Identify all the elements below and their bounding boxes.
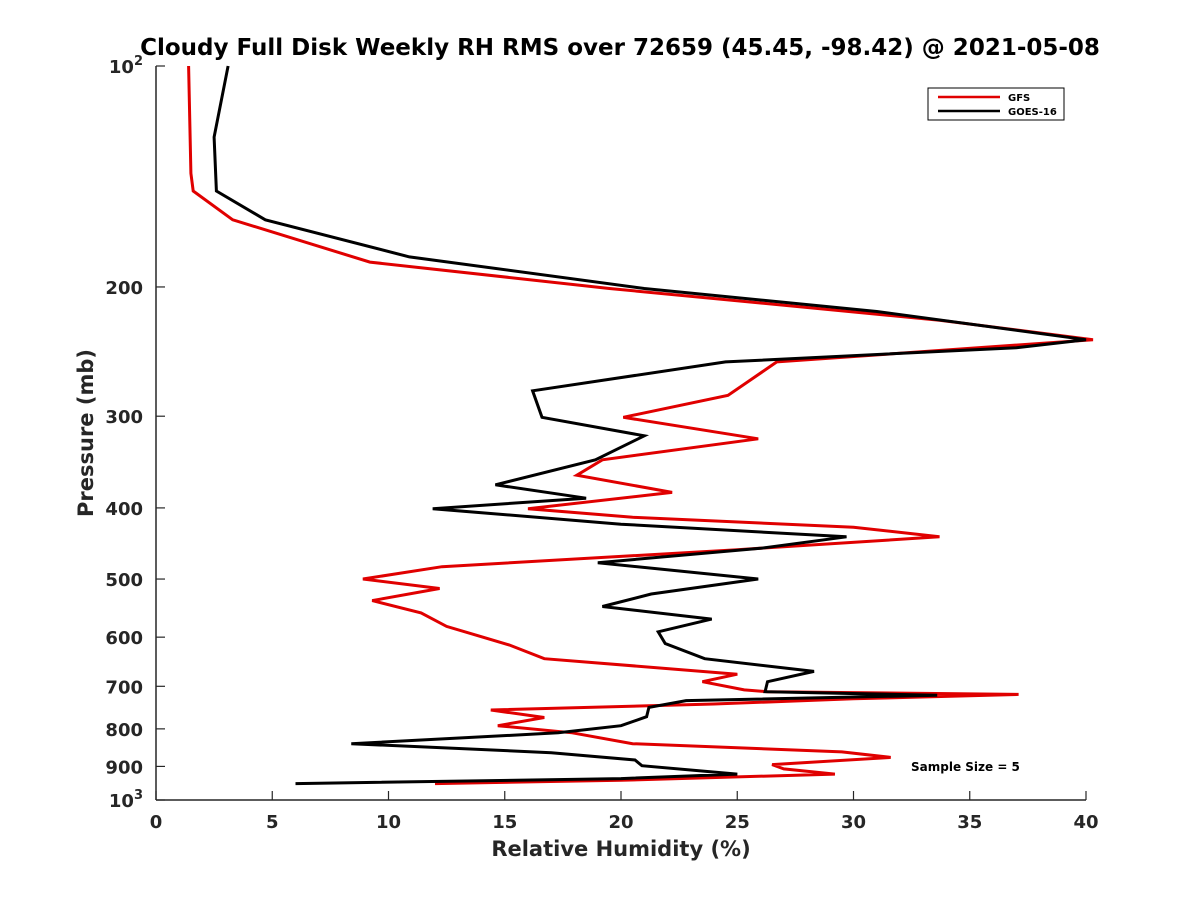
x-tick-label: 35 — [957, 812, 982, 833]
x-tick-label: 25 — [725, 812, 750, 833]
x-tick-label: 30 — [841, 812, 866, 833]
x-tick-label: 10 — [376, 812, 401, 833]
y-tick-label: 200 — [105, 278, 143, 299]
x-tick-label: 40 — [1073, 812, 1098, 833]
y-tick-label: 900 — [105, 757, 143, 778]
y-tick-label: 400 — [105, 499, 143, 520]
x-axis-label: Relative Humidity (%) — [491, 837, 750, 861]
y-tick-label: 800 — [105, 720, 143, 741]
x-tick-label: 0 — [150, 812, 163, 833]
axes-layer: 0 5 10 15 20 25 30 35 40 102 200 300 400 500 600 700 800… — [105, 54, 1098, 833]
x-tick-label: 20 — [608, 812, 633, 833]
y-tick-label: 500 — [105, 570, 143, 591]
series-layer — [187, 65, 1094, 786]
sample-size-annotation: Sample Size = 5 — [911, 760, 1020, 774]
x-tick-label: 5 — [266, 812, 279, 833]
y-tick-label: 102 — [109, 54, 143, 78]
y-axis-label: Pressure (mb) — [74, 349, 98, 517]
y-tick-label: 300 — [105, 407, 143, 428]
x-tick-label: 15 — [492, 812, 517, 833]
legend-label-gfs: GFS — [1008, 93, 1030, 104]
series-line-goes-16 — [212, 65, 1087, 786]
legend-label-goes-16: GOES-16 — [1008, 107, 1057, 118]
y-tick-label: 103 — [109, 788, 143, 812]
legend-box — [927, 87, 1065, 121]
y-tick-label: 600 — [105, 628, 143, 649]
chart-title: Cloudy Full Disk Weekly RH RMS over 7265… — [140, 35, 1100, 61]
legend: GFS GOES-16 — [927, 87, 1065, 121]
y-tick-label: 700 — [105, 677, 143, 698]
